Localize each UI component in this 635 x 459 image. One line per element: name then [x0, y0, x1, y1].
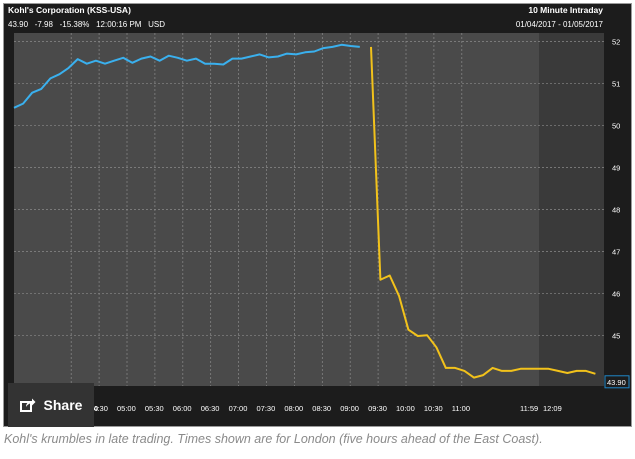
- share-button[interactable]: Share: [8, 383, 94, 427]
- x-tick-label: 11:59: [520, 404, 538, 413]
- series-line-before: [13, 43, 360, 109]
- x-tick-label: 08:30: [312, 404, 331, 413]
- chart-frame: Kohl's Corporation (KSS-USA) 43.90 -7.98…: [3, 3, 632, 427]
- y-tick-label: 49: [612, 163, 620, 172]
- x-tick-label: 07:30: [257, 404, 276, 413]
- x-tick-label: 09:30: [368, 404, 387, 413]
- x-tick-label: 06:00: [173, 404, 192, 413]
- y-tick-label: 52: [612, 37, 620, 46]
- y-tick-label: 46: [612, 290, 620, 299]
- chart-caption: Kohl's krumbles in late trading. Times s…: [4, 432, 543, 446]
- currency: USD: [148, 20, 166, 29]
- x-tick-label: 09:00: [340, 404, 359, 413]
- y-tick-label: 45: [612, 332, 620, 341]
- series-line-after: [370, 46, 596, 379]
- y-tick-label: 50: [612, 121, 620, 130]
- quote-time: 12:00:16 PM: [96, 20, 142, 29]
- x-tick-label: 0: [94, 404, 98, 413]
- x-tick-label: 12:09: [543, 404, 562, 413]
- last-price: 43.90: [8, 20, 29, 29]
- last-price-label: 43.90: [607, 378, 626, 387]
- x-tick-label: 05:30: [145, 404, 164, 413]
- last-price-marker: [604, 375, 630, 389]
- company-title: Kohl's Corporation (KSS-USA): [8, 5, 131, 15]
- x-tick-label: 04:30: [89, 404, 108, 413]
- chart-interval-label: 10 Minute Intraday: [528, 5, 603, 15]
- y-tick-label: 47: [612, 248, 620, 257]
- x-tick-label: 10:00: [396, 404, 415, 413]
- x-tick-label: 08:00: [284, 404, 303, 413]
- y-tick-label: 51: [612, 79, 620, 88]
- plot-area: [14, 33, 604, 386]
- quote-line: 43.90 -7.98 -15.38% 12:00:16 PM USD: [8, 20, 165, 29]
- date-range: 01/04/2017 - 01/05/2017: [515, 20, 603, 29]
- x-tick-label: 07:00: [229, 404, 248, 413]
- y-tick-label: 48: [612, 206, 620, 215]
- x-tick-label: 05:00: [117, 404, 136, 413]
- price-change-percent: -15.38%: [59, 20, 90, 29]
- x-tick-label: 11:00: [452, 404, 470, 413]
- x-tick-label: 10:30: [424, 404, 443, 413]
- price-change: -7.98: [34, 20, 53, 29]
- price-chart: 52 51 50 49 48 47 46 45 004:30 05:00 05:30 06:00 06:…: [13, 33, 630, 413]
- share-label: Share: [43, 397, 83, 413]
- share-icon: [19, 398, 36, 412]
- x-tick-label: 06:30: [201, 404, 220, 413]
